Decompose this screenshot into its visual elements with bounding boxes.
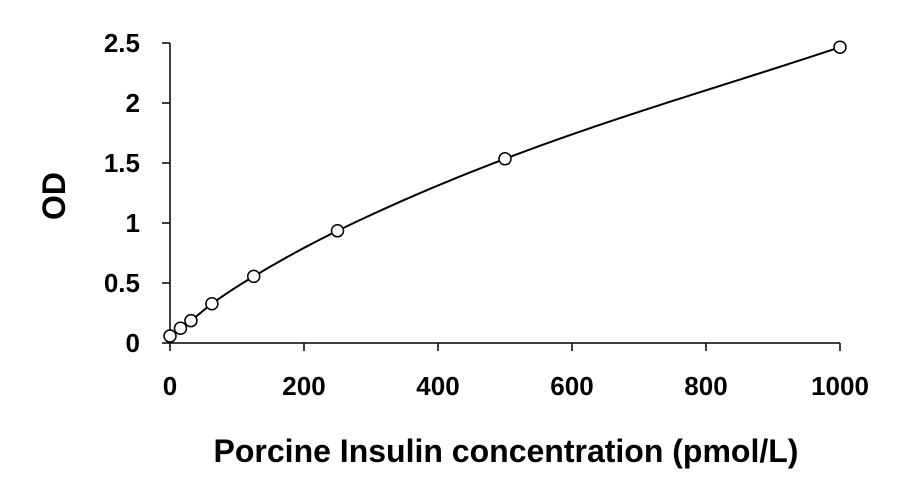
x-axis-title: Porcine Insulin concentration (pmol/L) <box>214 433 799 469</box>
data-point <box>163 329 177 343</box>
x-tick-label: 400 <box>416 371 459 401</box>
y-tick-label: 0.5 <box>104 268 140 298</box>
data-point <box>330 224 345 238</box>
fit-curve-group <box>169 46 841 337</box>
data-point <box>205 297 219 311</box>
data-points-group <box>163 40 847 343</box>
x-tick-label: 0 <box>163 371 177 401</box>
data-point <box>833 40 847 54</box>
y-tick-label: 0 <box>126 328 140 358</box>
x-axis: 0 200 400 600 800 1000 <box>163 342 869 401</box>
x-tick-label: 600 <box>550 371 593 401</box>
x-tick-label: 200 <box>282 371 325 401</box>
data-point <box>498 152 512 166</box>
y-tick-label: 1.5 <box>104 148 140 178</box>
y-tick-label: 2.5 <box>104 28 140 58</box>
x-tick-label: 800 <box>684 371 727 401</box>
y-axis-title: OD <box>36 172 72 220</box>
data-point <box>173 321 188 335</box>
y-tick-label: 1 <box>126 208 140 238</box>
data-point <box>247 269 261 284</box>
y-axis: 0 0.5 1 1.5 2 2.5 <box>104 28 171 358</box>
data-point <box>184 313 198 328</box>
y-tick-label: 2 <box>126 88 140 118</box>
fit-curve-line <box>169 46 841 337</box>
x-tick-label: 1000 <box>811 371 869 401</box>
